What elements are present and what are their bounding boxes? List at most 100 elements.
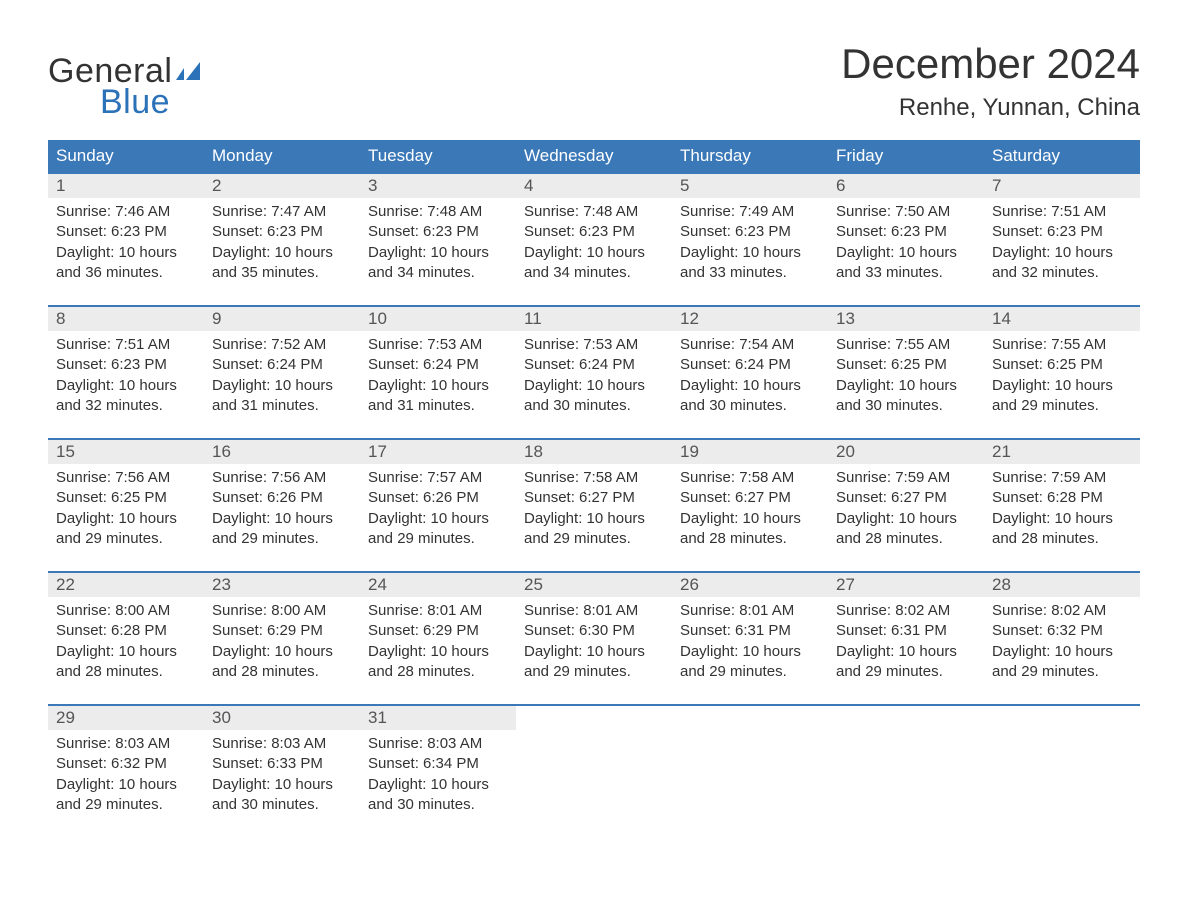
sunrise-line: Sunrise: 7:51 AM [56,335,196,355]
day-details: Sunrise: 8:03 AMSunset: 6:32 PMDaylight:… [48,730,204,819]
daylight-line: Daylight: 10 hours and 29 minutes. [836,642,976,683]
daylight-line: Daylight: 10 hours and 29 minutes. [56,509,196,550]
day-number: 27 [828,573,984,597]
day-number [828,706,984,730]
calendar: SundayMondayTuesdayWednesdayThursdayFrid… [48,140,1140,819]
day-number: 11 [516,307,672,331]
sunset-line: Sunset: 6:27 PM [680,488,820,508]
day-details: Sunrise: 8:03 AMSunset: 6:33 PMDaylight:… [204,730,360,819]
day-details: Sunrise: 8:03 AMSunset: 6:34 PMDaylight:… [360,730,516,819]
daynum-row: 1234567 [48,172,1140,198]
day-number: 5 [672,174,828,198]
daylight-line: Daylight: 10 hours and 29 minutes. [680,642,820,683]
sunset-line: Sunset: 6:24 PM [680,355,820,375]
day-number: 15 [48,440,204,464]
day-number [672,706,828,730]
sunset-line: Sunset: 6:23 PM [836,222,976,242]
logo-flag-icon [176,62,204,87]
sunset-line: Sunset: 6:23 PM [992,222,1132,242]
daytext-row: Sunrise: 8:03 AM Sunset: 6:32 PM Daylight:… [48,730,1140,819]
day-number: 22 [48,573,204,597]
daynum-row: 15161718192021 [48,438,1140,464]
sunset-line: Sunset: 6:34 PM [368,754,508,774]
sunrise-line: Sunrise: 7:55 AM [836,335,976,355]
day-details: Sunrise: 7:55 AMSunset: 6:25 PMDaylight:… [984,331,1140,420]
day-number: 3 [360,174,516,198]
sunset-line: Sunset: 6:32 PM [992,621,1132,641]
day-details: Sunrise: 7:53 AMSunset: 6:24 PMDaylight:… [360,331,516,420]
day-number: 6 [828,174,984,198]
day-details: Sunrise: 8:02 AMSunset: 6:32 PMDaylight:… [984,597,1140,686]
weekday-header-row: SundayMondayTuesdayWednesdayThursdayFrid… [48,140,1140,172]
day-number: 23 [204,573,360,597]
sunrise-line: Sunrise: 7:49 AM [680,202,820,222]
month-title: December 2024 [841,40,1140,88]
sunrise-line: Sunrise: 7:56 AM [212,468,352,488]
sunrise-line: Sunrise: 7:50 AM [836,202,976,222]
sunrise-line: Sunrise: 7:46 AM [56,202,196,222]
sunrise-line: Sunrise: 7:53 AM [368,335,508,355]
sunset-line: Sunset: 6:25 PM [56,488,196,508]
sunrise-line: Sunrise: 7:58 AM [680,468,820,488]
sunset-line: Sunset: 6:27 PM [836,488,976,508]
sunrise-line: Sunrise: 8:01 AM [680,601,820,621]
day-details: Sunrise: 7:56 AMSunset: 6:26 PMDaylight:… [204,464,360,553]
day-details [516,730,672,819]
day-number: 16 [204,440,360,464]
daylight-line: Daylight: 10 hours and 30 minutes. [680,376,820,417]
daylight-line: Daylight: 10 hours and 29 minutes. [524,509,664,550]
weekday-cell: Friday [828,140,984,172]
weekday-cell: Thursday [672,140,828,172]
sunset-line: Sunset: 6:23 PM [56,222,196,242]
daynum-row: 293031 [48,704,1140,730]
day-number: 28 [984,573,1140,597]
sunrise-line: Sunrise: 8:00 AM [212,601,352,621]
day-number: 29 [48,706,204,730]
logo: General Blue [48,52,204,122]
day-number: 1 [48,174,204,198]
daytext-row: Sunrise: 7:51 AMSunset: 6:23 PMDaylight:… [48,331,1140,420]
day-number: 20 [828,440,984,464]
day-number: 12 [672,307,828,331]
day-details [828,730,984,819]
day-details: Sunrise: 7:53 AMSunset: 6:24 PMDaylight:… [516,331,672,420]
daylight-line: Daylight: 10 hours and 32 minutes. [992,243,1132,284]
sunset-line: Sunset: 6:32 PM [56,754,196,774]
daylight-line: Daylight: 10 hours and 31 minutes. [368,376,508,417]
week-block: 1234567Sunrise: 7:46 AMSunset: 6:23 PMDa… [48,172,1140,287]
daylight-line: Daylight: 10 hours and 32 minutes. [56,376,196,417]
weekday-cell: Sunday [48,140,204,172]
week-block: 891011121314Sunrise: 7:51 AMSunset: 6:23… [48,305,1140,420]
daytext-row: Sunrise: 7:46 AMSunset: 6:23 PMDaylight:… [48,198,1140,287]
daynum-row: 22232425262728 [48,571,1140,597]
day-number: 25 [516,573,672,597]
sunset-line: Sunset: 6:33 PM [212,754,352,774]
day-number: 10 [360,307,516,331]
day-number: 4 [516,174,672,198]
day-number [516,706,672,730]
title-block: December 2024 Renhe, Yunnan, China [841,40,1140,122]
sunset-line: Sunset: 6:31 PM [680,621,820,641]
day-details: Sunrise: 7:50 AMSunset: 6:23 PMDaylight:… [828,198,984,287]
sunrise-line: Sunrise: 8:01 AM [368,601,508,621]
day-number: 13 [828,307,984,331]
header-row: General Blue December 2024 Renhe, Yunnan… [48,40,1140,122]
weekday-cell: Saturday [984,140,1140,172]
sunrise-line: Sunrise: 8:03 AM [368,734,508,754]
day-details [984,730,1140,819]
day-number: 14 [984,307,1140,331]
day-details: Sunrise: 7:48 AMSunset: 6:23 PMDaylight:… [516,198,672,287]
daylight-line: Daylight: 10 hours and 30 minutes. [368,775,508,816]
week-block: 15161718192021Sunrise: 7:56 AMSunset: 6:… [48,438,1140,553]
day-details: Sunrise: 8:02 AMSunset: 6:31 PMDaylight:… [828,597,984,686]
sunset-line: Sunset: 6:24 PM [368,355,508,375]
daylight-line: Daylight: 10 hours and 31 minutes. [212,376,352,417]
sunrise-line: Sunrise: 7:54 AM [680,335,820,355]
day-details: Sunrise: 7:52 AMSunset: 6:24 PMDaylight:… [204,331,360,420]
day-details: Sunrise: 7:47 AMSunset: 6:23 PMDaylight:… [204,198,360,287]
day-number: 8 [48,307,204,331]
sunrise-line: Sunrise: 8:02 AM [836,601,976,621]
sunset-line: Sunset: 6:26 PM [368,488,508,508]
day-details: Sunrise: 7:58 AMSunset: 6:27 PMDaylight:… [672,464,828,553]
week-block: 22232425262728 Sunrise: 8:00 AM Sunset: 6:… [48,571,1140,686]
